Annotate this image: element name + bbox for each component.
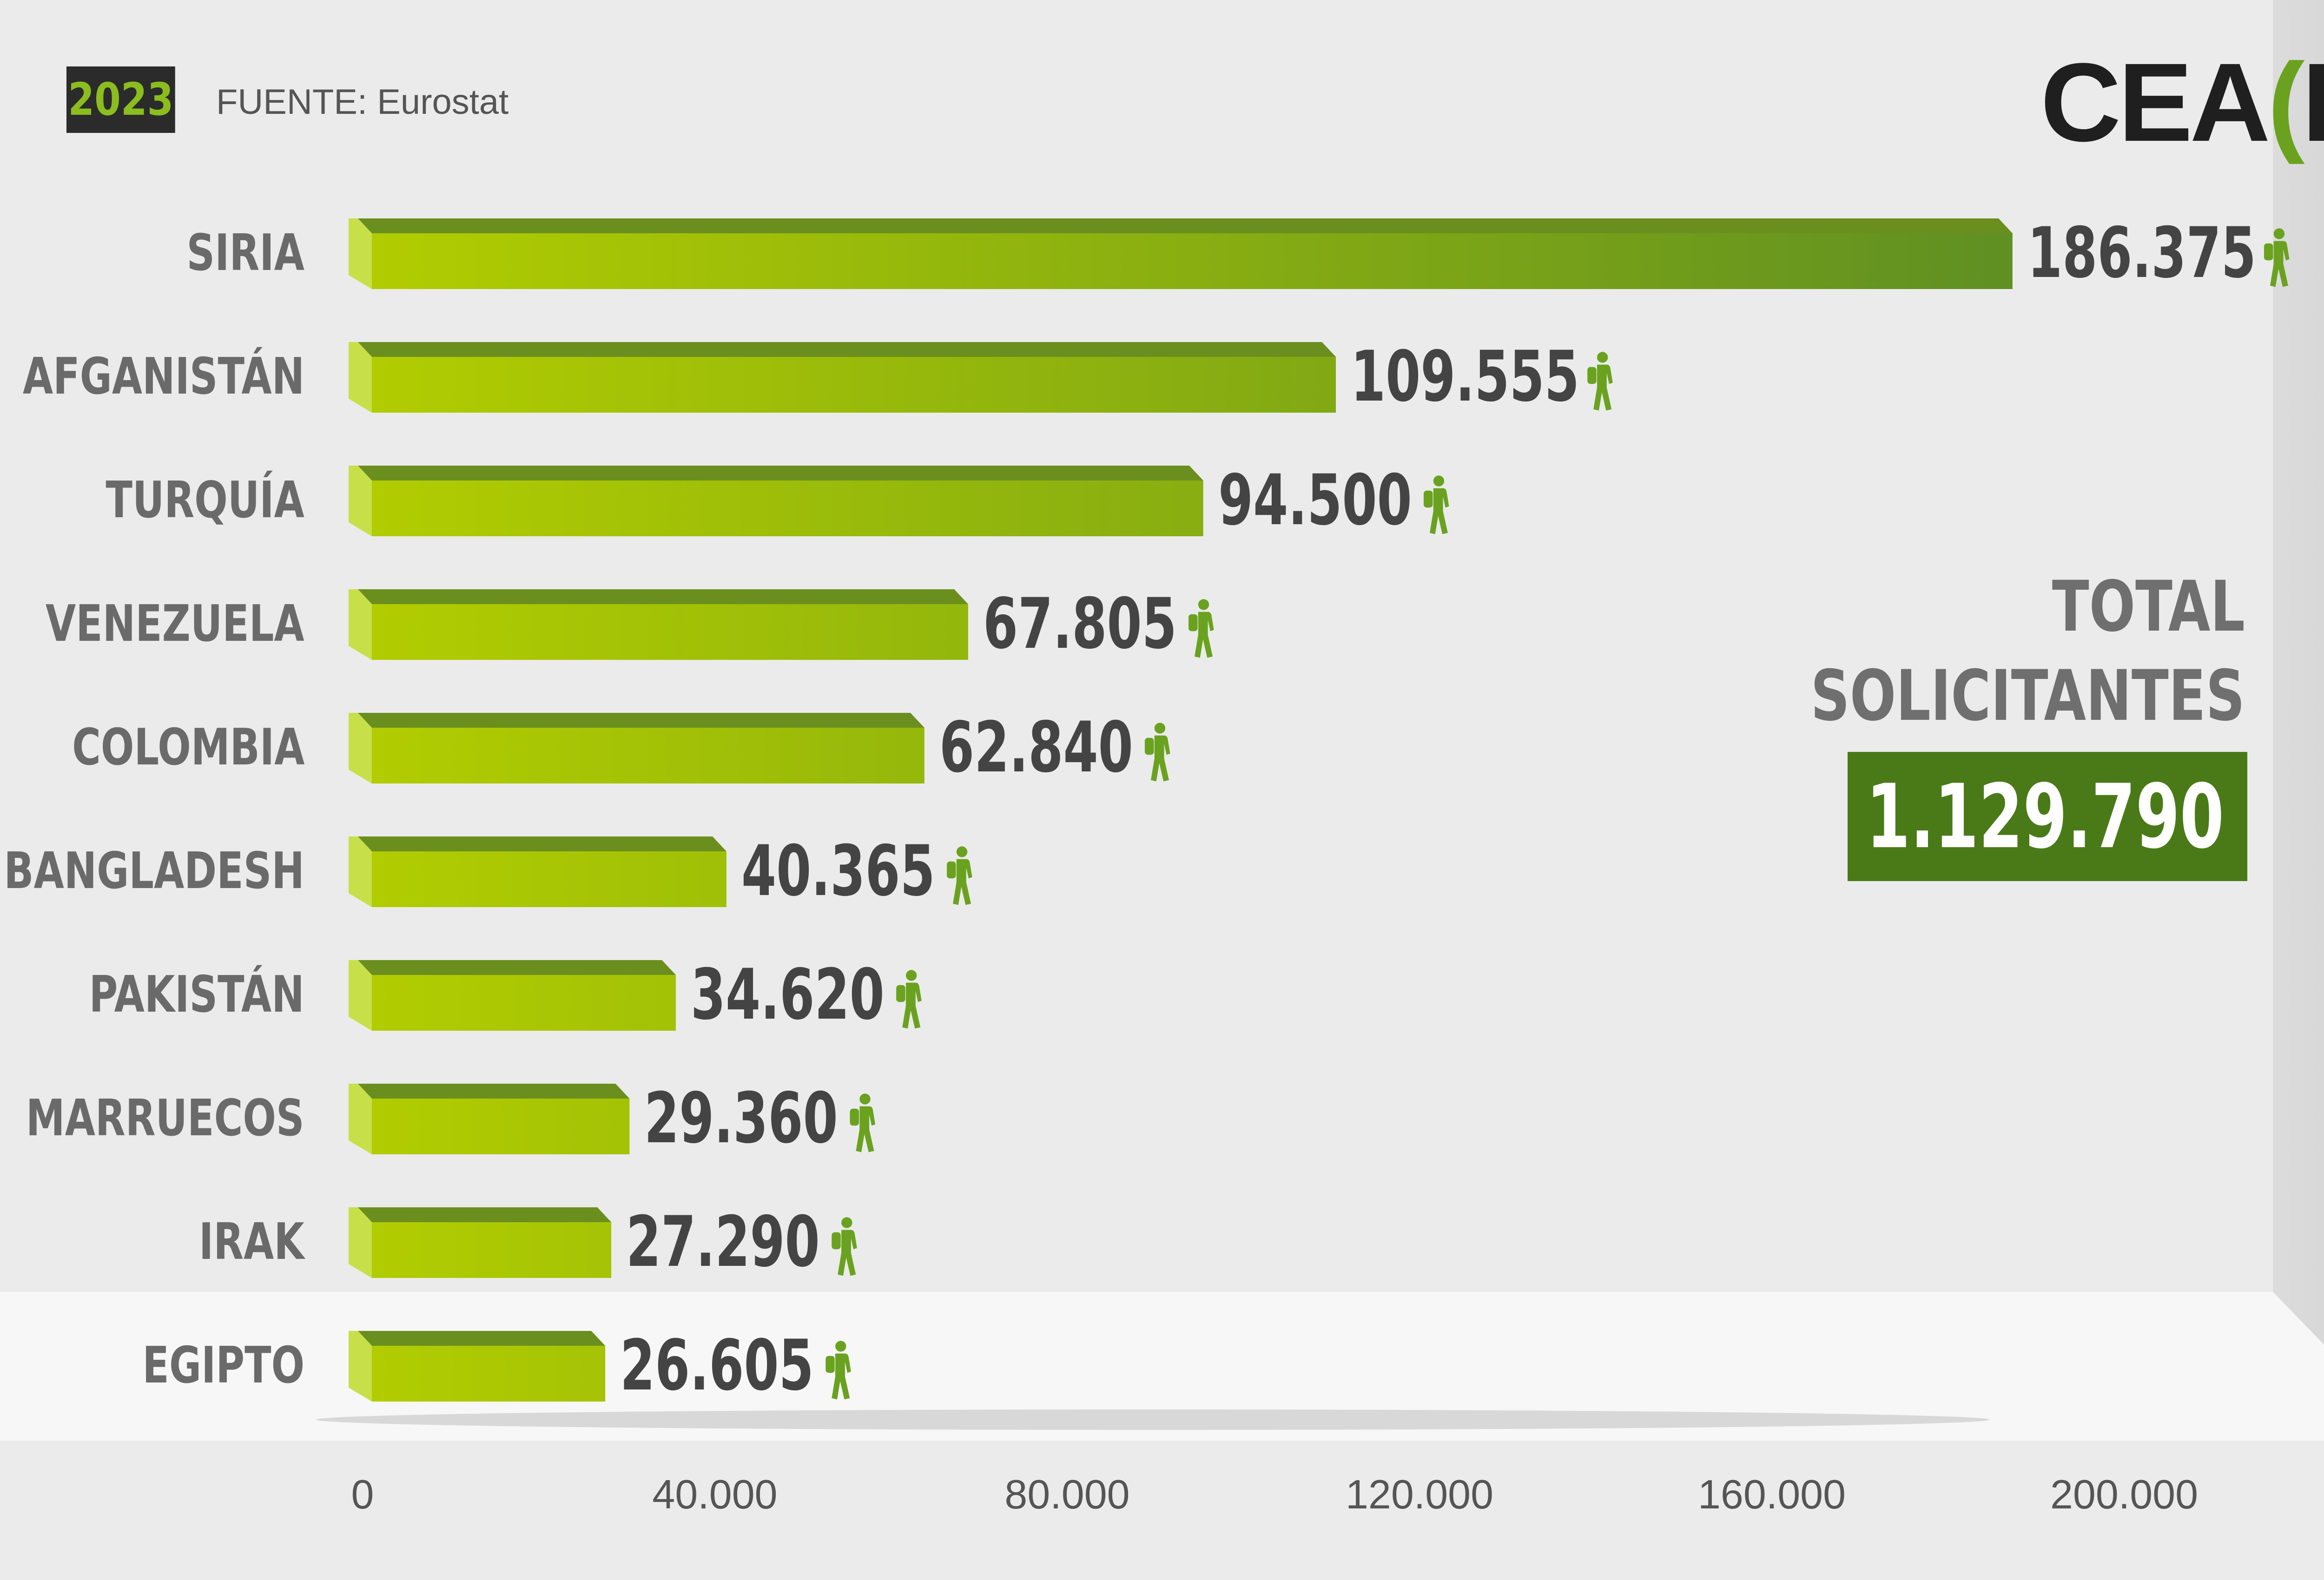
x-tick-label: 40.000	[652, 1471, 778, 1517]
category-label-afganistan: AFGANISTÁN	[22, 348, 304, 406]
data-source: FUENTE: Eurostat	[216, 82, 509, 122]
right-wall	[2273, 0, 2324, 1345]
floor	[0, 1292, 2324, 1441]
value-label-turquia: 94.500	[1218, 460, 1412, 541]
bar-pakistan	[349, 960, 676, 1031]
bar-irak	[349, 1207, 612, 1278]
category-label-colombia: COLOMBIA	[72, 718, 304, 777]
logo-bracket-open: (	[2267, 40, 2305, 165]
total-box: 1.129.790	[1848, 752, 2247, 881]
category-label-turquia: TURQUÍA	[106, 471, 304, 529]
bar-afganistan	[349, 342, 1336, 413]
value-label-afganistan: 109.555	[1351, 336, 1579, 417]
category-label-marruecos: MARRUECOS	[26, 1089, 304, 1147]
total-title-line2: SOLICITANTES	[1810, 656, 2245, 737]
logo-letter: R	[2302, 38, 2324, 166]
hiker-person-icon	[1423, 475, 1449, 534]
cear-logo: CEA ( R )	[2040, 40, 2324, 165]
x-tick-label: 0	[351, 1471, 374, 1517]
hiker-person-icon	[1144, 723, 1170, 782]
x-tick-label: 200.000	[2050, 1471, 2199, 1517]
bar-venezuela	[349, 589, 968, 660]
value-label-bangladesh: 40.365	[741, 831, 935, 912]
x-tick-label: 80.000	[1004, 1471, 1130, 1517]
category-label-egipto: EGIPTO	[142, 1336, 304, 1395]
category-label-bangladesh: BANGLADESH	[4, 842, 304, 900]
value-label-irak: 27.290	[626, 1202, 820, 1283]
bar-marruecos	[349, 1084, 630, 1154]
axis-band	[0, 1441, 2324, 1580]
bar-bangladesh	[349, 836, 726, 907]
value-label-venezuela: 67.805	[983, 584, 1177, 665]
hiker-person-icon	[2264, 228, 2290, 287]
x-tick-label: 160.000	[1697, 1471, 1846, 1517]
value-label-marruecos: 29.360	[644, 1078, 838, 1159]
hiker-person-icon	[1587, 352, 1613, 411]
hiker-person-icon	[825, 1341, 851, 1400]
category-label-siria: SIRIA	[186, 224, 304, 282]
hiker-person-icon	[1188, 599, 1214, 658]
bar-siria	[349, 218, 2013, 289]
x-tick-label: 120.000	[1345, 1471, 1494, 1517]
total-title-line1: TOTAL	[2052, 566, 2245, 647]
bar-turquia	[349, 466, 1203, 536]
bar-egipto	[349, 1331, 606, 1402]
logo-text: CEA	[2040, 40, 2271, 165]
hiker-person-icon	[896, 970, 922, 1029]
value-label-egipto: 26.605	[620, 1325, 814, 1406]
category-label-irak: IRAK	[199, 1213, 304, 1271]
total-value: 1.129.790	[1866, 765, 2225, 868]
bar-colombia	[349, 713, 924, 783]
category-label-venezuela: VENEZUELA	[46, 595, 304, 653]
hiker-person-icon	[832, 1217, 857, 1276]
total-title: TOTAL SOLICITANTES	[1811, 562, 2245, 741]
value-label-colombia: 62.840	[939, 707, 1133, 788]
floor-shadow	[316, 1409, 1989, 1430]
bars-layer	[349, 218, 2013, 1402]
hiker-person-icon	[947, 846, 972, 905]
value-label-siria: 186.375	[2027, 213, 2256, 294]
hiker-person-icon	[850, 1093, 876, 1152]
icons-layer	[825, 228, 2290, 1400]
year-badge: 2023	[66, 66, 175, 133]
value-label-pakistan: 34.620	[691, 955, 885, 1035]
category-label-pakistan: PAKISTÁN	[89, 966, 304, 1024]
